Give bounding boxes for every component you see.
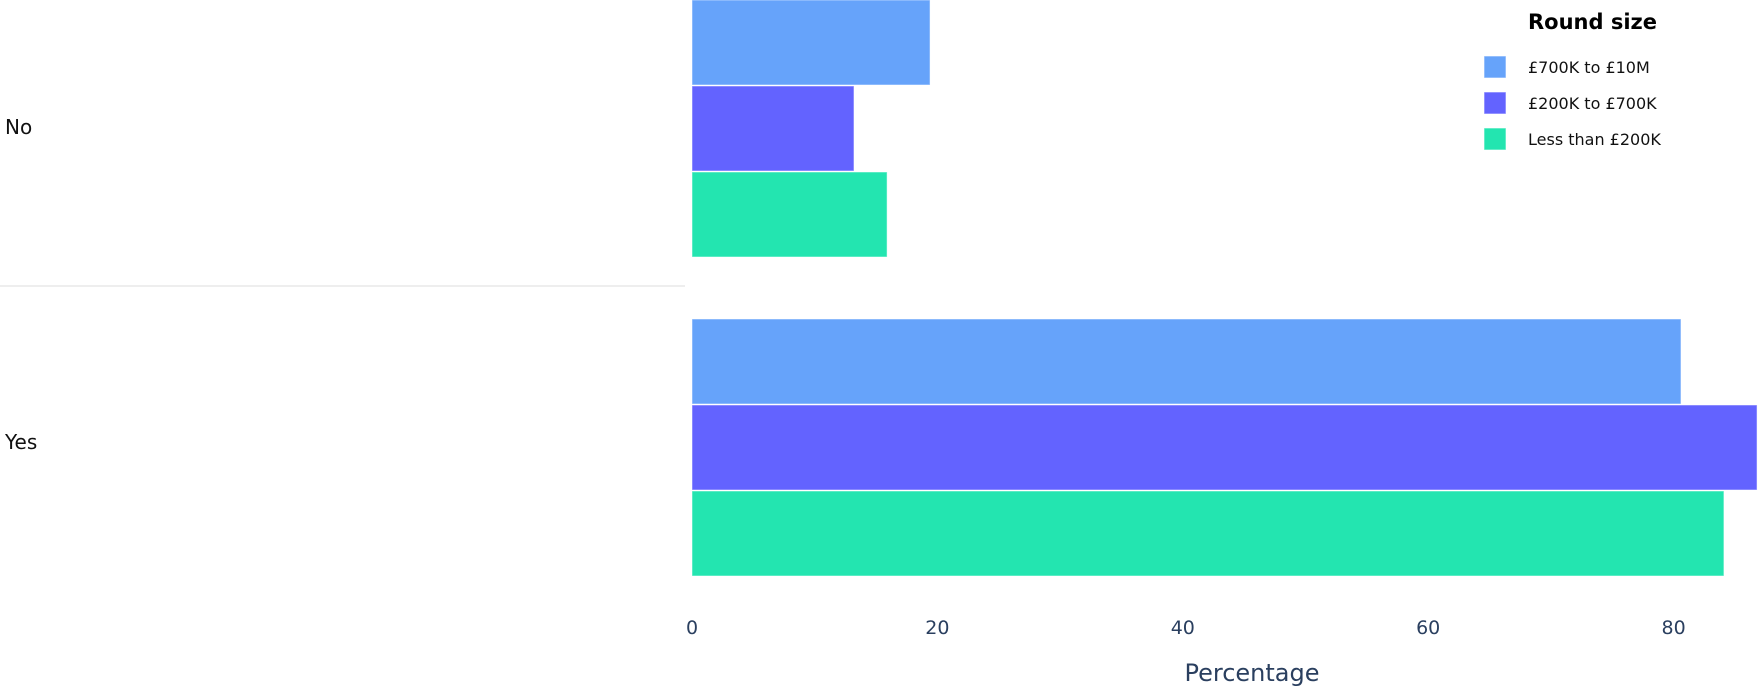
legend-swatch-0 [1483, 55, 1507, 79]
bar-no-series-0[interactable] [691, 0, 931, 86]
legend-title: Round size [1528, 10, 1657, 34]
x-axis-label: Percentage [1184, 659, 1319, 687]
bar-yes-series-2[interactable] [691, 490, 1725, 577]
x-tick-label: 0 [686, 617, 698, 639]
x-tick-label: 20 [925, 617, 949, 639]
legend-swatch-1 [1483, 91, 1507, 115]
x-tick-label: 80 [1662, 617, 1686, 639]
legend: Round size £700K to £10M £200K to £700K Le… [1483, 10, 1661, 151]
legend-item-0[interactable]: £700K to £10M [1528, 58, 1650, 77]
bar-no-series-2[interactable] [691, 171, 888, 258]
category-label-no: No [5, 115, 32, 139]
category-label-yes: Yes [4, 430, 37, 454]
legend-item-2[interactable]: Less than £200K [1528, 130, 1661, 149]
legend-swatch-2 [1483, 127, 1507, 151]
bar-yes-series-1[interactable] [691, 404, 1758, 491]
bar-yes-series-0[interactable] [691, 318, 1682, 405]
x-tick-label: 40 [1171, 617, 1195, 639]
bar-no-series-1[interactable] [691, 85, 855, 172]
legend-item-1[interactable]: £200K to £700K [1528, 94, 1657, 113]
x-tick-label: 60 [1416, 617, 1440, 639]
